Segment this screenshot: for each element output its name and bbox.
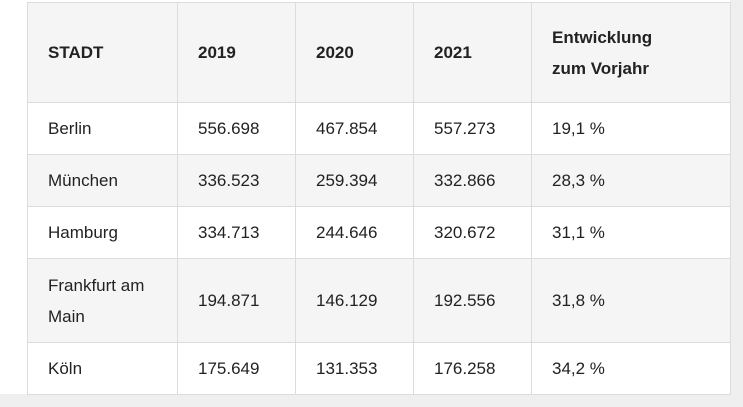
cell-text: 34,2 %: [552, 359, 605, 378]
header-cell: Entwicklung zum Vorjahr: [531, 2, 731, 103]
value-cell: 146.129: [295, 258, 414, 343]
value-cell: 31,1 %: [531, 206, 731, 259]
cell-text: 194.871: [198, 291, 260, 310]
value-cell: 336.523: [177, 154, 296, 207]
city-table: STADT 2019 2020 2021 Entwicklung zum Vorjahr…: [27, 2, 731, 395]
cell-text: 192.556: [434, 291, 496, 310]
value-cell: 556.698: [177, 102, 296, 155]
value-cell: 31,8 %: [531, 258, 731, 343]
header-text: 2019: [198, 43, 236, 62]
header-text: 2020: [316, 43, 354, 62]
cell-text: 557.273: [434, 119, 496, 138]
cell-text: Berlin: [48, 119, 92, 138]
cell-text: 334.713: [198, 223, 260, 242]
city-cell: Hamburg: [27, 206, 178, 259]
table-row: Berlin 556.698 467.854 557.273 19,1 %: [27, 102, 731, 155]
cell-text: 467.854: [316, 119, 378, 138]
city-cell: Frankfurt am Main: [27, 258, 178, 343]
city-cell: Berlin: [27, 102, 178, 155]
value-cell: 244.646: [295, 206, 414, 259]
cell-text: 19,1 %: [552, 119, 605, 138]
table-row: Köln 175.649 131.353 176.258 34,2 %: [27, 342, 731, 395]
cell-text: Frankfurt am Main: [48, 275, 145, 326]
cell-text: München: [48, 171, 118, 190]
cell-text: Köln: [48, 359, 83, 378]
table-body: Berlin 556.698 467.854 557.273 19,1 % München…: [27, 102, 731, 395]
value-cell: 557.273: [413, 102, 532, 155]
cell-text: 332.866: [434, 171, 496, 190]
header-cell: 2019: [177, 2, 296, 103]
city-cell: Köln: [27, 342, 178, 395]
cell-text: Hamburg: [48, 223, 118, 242]
cell-text: 320.672: [434, 223, 496, 242]
table-row: München 336.523 259.394 332.866 28,3 %: [27, 154, 731, 207]
header-text: Entwicklung zum Vorjahr: [552, 27, 653, 78]
value-cell: 467.854: [295, 102, 414, 155]
header-cell: 2020: [295, 2, 414, 103]
value-cell: 332.866: [413, 154, 532, 207]
cell-text: 175.649: [198, 359, 260, 378]
table-row: Hamburg 334.713 244.646 320.672 31,1 %: [27, 206, 731, 259]
value-cell: 19,1 %: [531, 102, 731, 155]
value-cell: 320.672: [413, 206, 532, 259]
cell-text: 176.258: [434, 359, 496, 378]
cell-text: 28,3 %: [552, 171, 605, 190]
table-row: Frankfurt am Main 194.871 146.129 192.556 31…: [27, 258, 731, 343]
cell-text: 146.129: [316, 291, 378, 310]
cell-text: 244.646: [316, 223, 378, 242]
value-cell: 259.394: [295, 154, 414, 207]
value-cell: 34,2 %: [531, 342, 731, 395]
cell-text: 259.394: [316, 171, 378, 190]
value-cell: 175.649: [177, 342, 296, 395]
cell-text: 131.353: [316, 359, 378, 378]
cell-text: 31,1 %: [552, 223, 605, 242]
value-cell: 131.353: [295, 342, 414, 395]
header-cell: STADT: [27, 2, 178, 103]
header-text: STADT: [48, 43, 104, 62]
value-cell: 194.871: [177, 258, 296, 343]
cell-text: 556.698: [198, 119, 260, 138]
value-cell: 28,3 %: [531, 154, 731, 207]
table-container: STADT 2019 2020 2021 Entwicklung zum Vorjahr…: [0, 0, 731, 395]
cell-text: 31,8 %: [552, 291, 605, 310]
value-cell: 176.258: [413, 342, 532, 395]
header-cell: 2021: [413, 2, 532, 103]
cell-text: 336.523: [198, 171, 260, 190]
value-cell: 334.713: [177, 206, 296, 259]
header-row: STADT 2019 2020 2021 Entwicklung zum Vorjahr: [27, 2, 731, 103]
city-cell: München: [27, 154, 178, 207]
header-text: 2021: [434, 43, 472, 62]
value-cell: 192.556: [413, 258, 532, 343]
